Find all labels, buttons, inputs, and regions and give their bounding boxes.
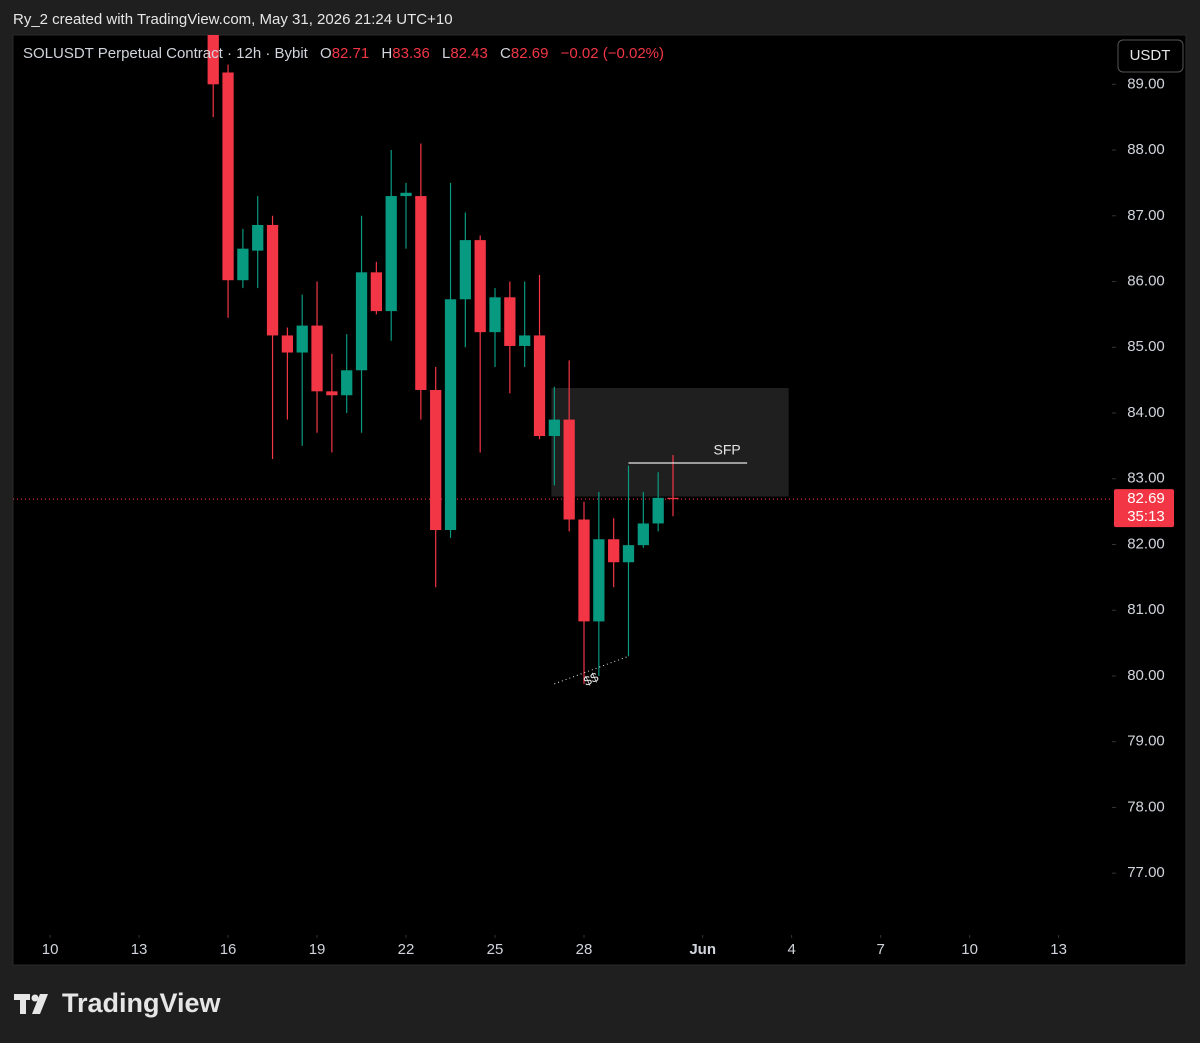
- y-tick-label: 79.00: [1127, 733, 1165, 750]
- x-tick-label: 25: [487, 941, 504, 958]
- x-tick-label: 7: [876, 941, 884, 958]
- candle-body: [578, 519, 590, 622]
- legend-header: SOLUSDT Perpetual Contract · 12h · Bybit…: [23, 45, 664, 62]
- x-tick-label: 16: [220, 941, 237, 958]
- candle-body: [370, 272, 383, 312]
- ohlc-value: 83.36: [392, 45, 430, 62]
- y-tick-label: 87.00: [1127, 207, 1165, 224]
- ohlc-value: 82.43: [450, 45, 488, 62]
- brand-logo: [14, 994, 48, 1014]
- candle-body: [266, 224, 279, 336]
- last-price-label: 82.69: [1127, 490, 1165, 507]
- ohlc-key: L: [441, 45, 451, 62]
- y-tick-label: 84.00: [1127, 404, 1165, 421]
- y-tick-label: 89.00: [1127, 75, 1165, 92]
- candle-body: [400, 192, 412, 197]
- candle-body: [519, 335, 531, 346]
- x-tick-label: 22: [398, 941, 415, 958]
- ohlc-value: 82.69: [510, 45, 549, 62]
- candle-body: [341, 370, 353, 396]
- x-tick-label: 19: [309, 941, 326, 958]
- candle-body: [237, 248, 249, 281]
- x-tick-label: 13: [1050, 941, 1067, 958]
- zone: [551, 388, 789, 497]
- y-tick-label: 88.00: [1127, 141, 1165, 158]
- candle-body: [355, 272, 368, 371]
- candle-body: [311, 325, 323, 392]
- caption: Ry_2 created with TradingView.com, May 3…: [13, 11, 453, 28]
- candle-body: [563, 419, 575, 520]
- candle-body: [207, 35, 219, 85]
- candle-body: [281, 335, 294, 353]
- x-tick-label: 13: [131, 941, 148, 958]
- candle-body: [533, 335, 546, 437]
- sfp-label: SFP: [714, 442, 741, 458]
- ohlc-key: C: [500, 45, 511, 62]
- liquidity-label: $$: [581, 669, 601, 689]
- currency-button[interactable]: USDT: [1117, 39, 1184, 73]
- symbol-title: SOLUSDT Perpetual Contract · 12h · Bybit: [23, 45, 308, 62]
- candle-body: [252, 224, 264, 251]
- chart-frame: [12, 34, 1187, 966]
- candle-body: [593, 539, 605, 622]
- candle-body: [444, 299, 457, 531]
- y-tick-label: 83.00: [1127, 470, 1165, 487]
- x-tick-label: Jun: [689, 941, 716, 958]
- countdown: 35:13: [1127, 508, 1165, 525]
- y-tick-label: 81.00: [1127, 601, 1165, 618]
- candle-body: [326, 391, 338, 396]
- candle-body: [489, 297, 501, 333]
- candle-body: [608, 539, 620, 563]
- candle-body: [474, 240, 486, 333]
- x-tick-label: 10: [961, 941, 978, 958]
- last-price-box: [1114, 489, 1174, 528]
- plot-area: [13, 35, 1112, 685]
- change: −0.02 (−0.02%): [560, 45, 665, 62]
- ohlc-key: O: [320, 45, 332, 62]
- candle-body: [637, 523, 649, 546]
- ohlc-value: 82.71: [331, 45, 370, 62]
- candle-body: [415, 196, 427, 391]
- candle-body: [385, 196, 397, 312]
- candle-body: [548, 419, 560, 437]
- brand: TradingView: [62, 988, 222, 1018]
- candle-body: [430, 390, 442, 531]
- y-tick-label: 78.00: [1127, 798, 1165, 815]
- y-tick-label: 86.00: [1127, 272, 1165, 289]
- x-tick-label: 10: [42, 941, 59, 958]
- candle-body: [459, 240, 471, 300]
- candle-body: [296, 325, 308, 353]
- x-tick-label: 28: [576, 941, 593, 958]
- y-tick-label: 80.00: [1127, 667, 1165, 684]
- y-tick-label: 77.00: [1127, 864, 1165, 881]
- candle-body: [622, 545, 635, 563]
- candle-body: [222, 72, 234, 281]
- candle-body: [652, 497, 664, 524]
- ohlc-key: H: [381, 45, 393, 62]
- y-tick-label: 85.00: [1127, 338, 1165, 355]
- currency[interactable]: USDT: [1130, 47, 1171, 64]
- x-tick-label: 4: [787, 941, 795, 958]
- candle-body: [667, 497, 679, 500]
- candle-body: [504, 297, 516, 346]
- y-tick-label: 82.00: [1127, 535, 1165, 552]
